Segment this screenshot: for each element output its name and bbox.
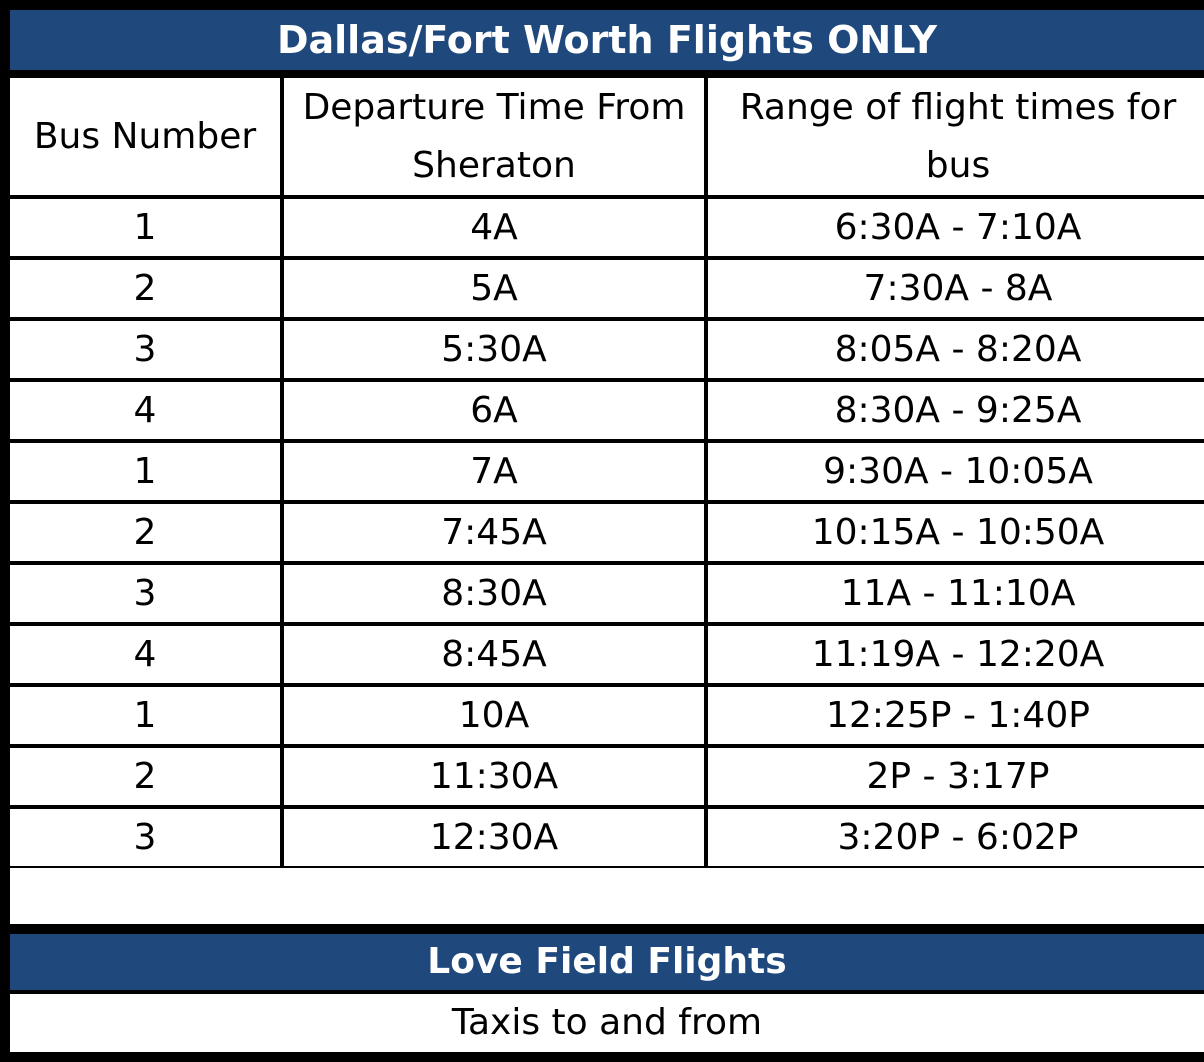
bus-number-cell: 3	[10, 809, 280, 866]
schedule-sheet: Dallas/Fort Worth Flights ONLY Bus Numbe…	[10, 10, 1204, 1062]
table-row: 4 8:45A 11:19A - 12:20A	[10, 626, 1204, 683]
flight-range-cell: 11:19A - 12:20A	[708, 626, 1204, 683]
bus-number-cell: 2	[10, 260, 280, 317]
table-row: 3 5:30A 8:05A - 8:20A	[10, 321, 1204, 378]
bus-number-cell: 3	[10, 565, 280, 622]
flight-range-cell: 9:30A - 10:05A	[708, 443, 1204, 500]
departure-time-cell: 10A	[284, 687, 704, 744]
bus-number-cell: 1	[10, 199, 280, 256]
dfw-bus-table: Bus Number Departure Time From Sheraton …	[6, 74, 1204, 870]
departure-time-cell: 4A	[284, 199, 704, 256]
bus-number-cell: 4	[10, 626, 280, 683]
departure-time-cell: 7A	[284, 443, 704, 500]
departure-time-cell: 5:30A	[284, 321, 704, 378]
love-field-note: Taxis to and from	[10, 994, 1204, 1052]
departure-time-cell: 7:45A	[284, 504, 704, 561]
departure-time-cell: 12:30A	[284, 809, 704, 866]
table-row: 3 8:30A 11A - 11:10A	[10, 565, 1204, 622]
dfw-title: Dallas/Fort Worth Flights ONLY	[10, 10, 1204, 70]
bus-number-cell: 1	[10, 443, 280, 500]
bus-number-cell: 4	[10, 382, 280, 439]
bus-number-cell: 1	[10, 687, 280, 744]
table-row: 2 7:45A 10:15A - 10:50A	[10, 504, 1204, 561]
bus-number-cell: 2	[10, 504, 280, 561]
col-header-flight-range: Range of flight times for bus	[708, 78, 1204, 195]
flight-range-cell: 11A - 11:10A	[708, 565, 1204, 622]
flight-range-cell: 2P - 3:17P	[708, 748, 1204, 805]
flight-range-cell: 3:20P - 6:02P	[708, 809, 1204, 866]
table-row: 1 7A 9:30A - 10:05A	[10, 443, 1204, 500]
flight-range-cell: 6:30A - 7:10A	[708, 199, 1204, 256]
bus-number-cell: 2	[10, 748, 280, 805]
table-row: 4 6A 8:30A - 9:25A	[10, 382, 1204, 439]
flight-range-cell: 10:15A - 10:50A	[708, 504, 1204, 561]
table-header-row: Bus Number Departure Time From Sheraton …	[10, 78, 1204, 195]
departure-time-cell: 11:30A	[284, 748, 704, 805]
departure-time-cell: 8:45A	[284, 626, 704, 683]
table-row: 1 4A 6:30A - 7:10A	[10, 199, 1204, 256]
col-header-departure-time: Departure Time From Sheraton	[284, 78, 704, 195]
spacer-row	[10, 868, 1204, 924]
departure-time-cell: 8:30A	[284, 565, 704, 622]
table-row: 3 12:30A 3:20P - 6:02P	[10, 809, 1204, 866]
table-row: 2 11:30A 2P - 3:17P	[10, 748, 1204, 805]
flight-range-cell: 7:30A - 8A	[708, 260, 1204, 317]
departure-time-cell: 6A	[284, 382, 704, 439]
table-row: 1 10A 12:25P - 1:40P	[10, 687, 1204, 744]
love-field-title: Love Field Flights	[10, 934, 1204, 990]
col-header-bus-number: Bus Number	[10, 78, 280, 195]
bus-number-cell: 3	[10, 321, 280, 378]
departure-time-cell: 5A	[284, 260, 704, 317]
table-row: 2 5A 7:30A - 8A	[10, 260, 1204, 317]
flight-range-cell: 8:30A - 9:25A	[708, 382, 1204, 439]
flight-range-cell: 12:25P - 1:40P	[708, 687, 1204, 744]
flight-range-cell: 8:05A - 8:20A	[708, 321, 1204, 378]
